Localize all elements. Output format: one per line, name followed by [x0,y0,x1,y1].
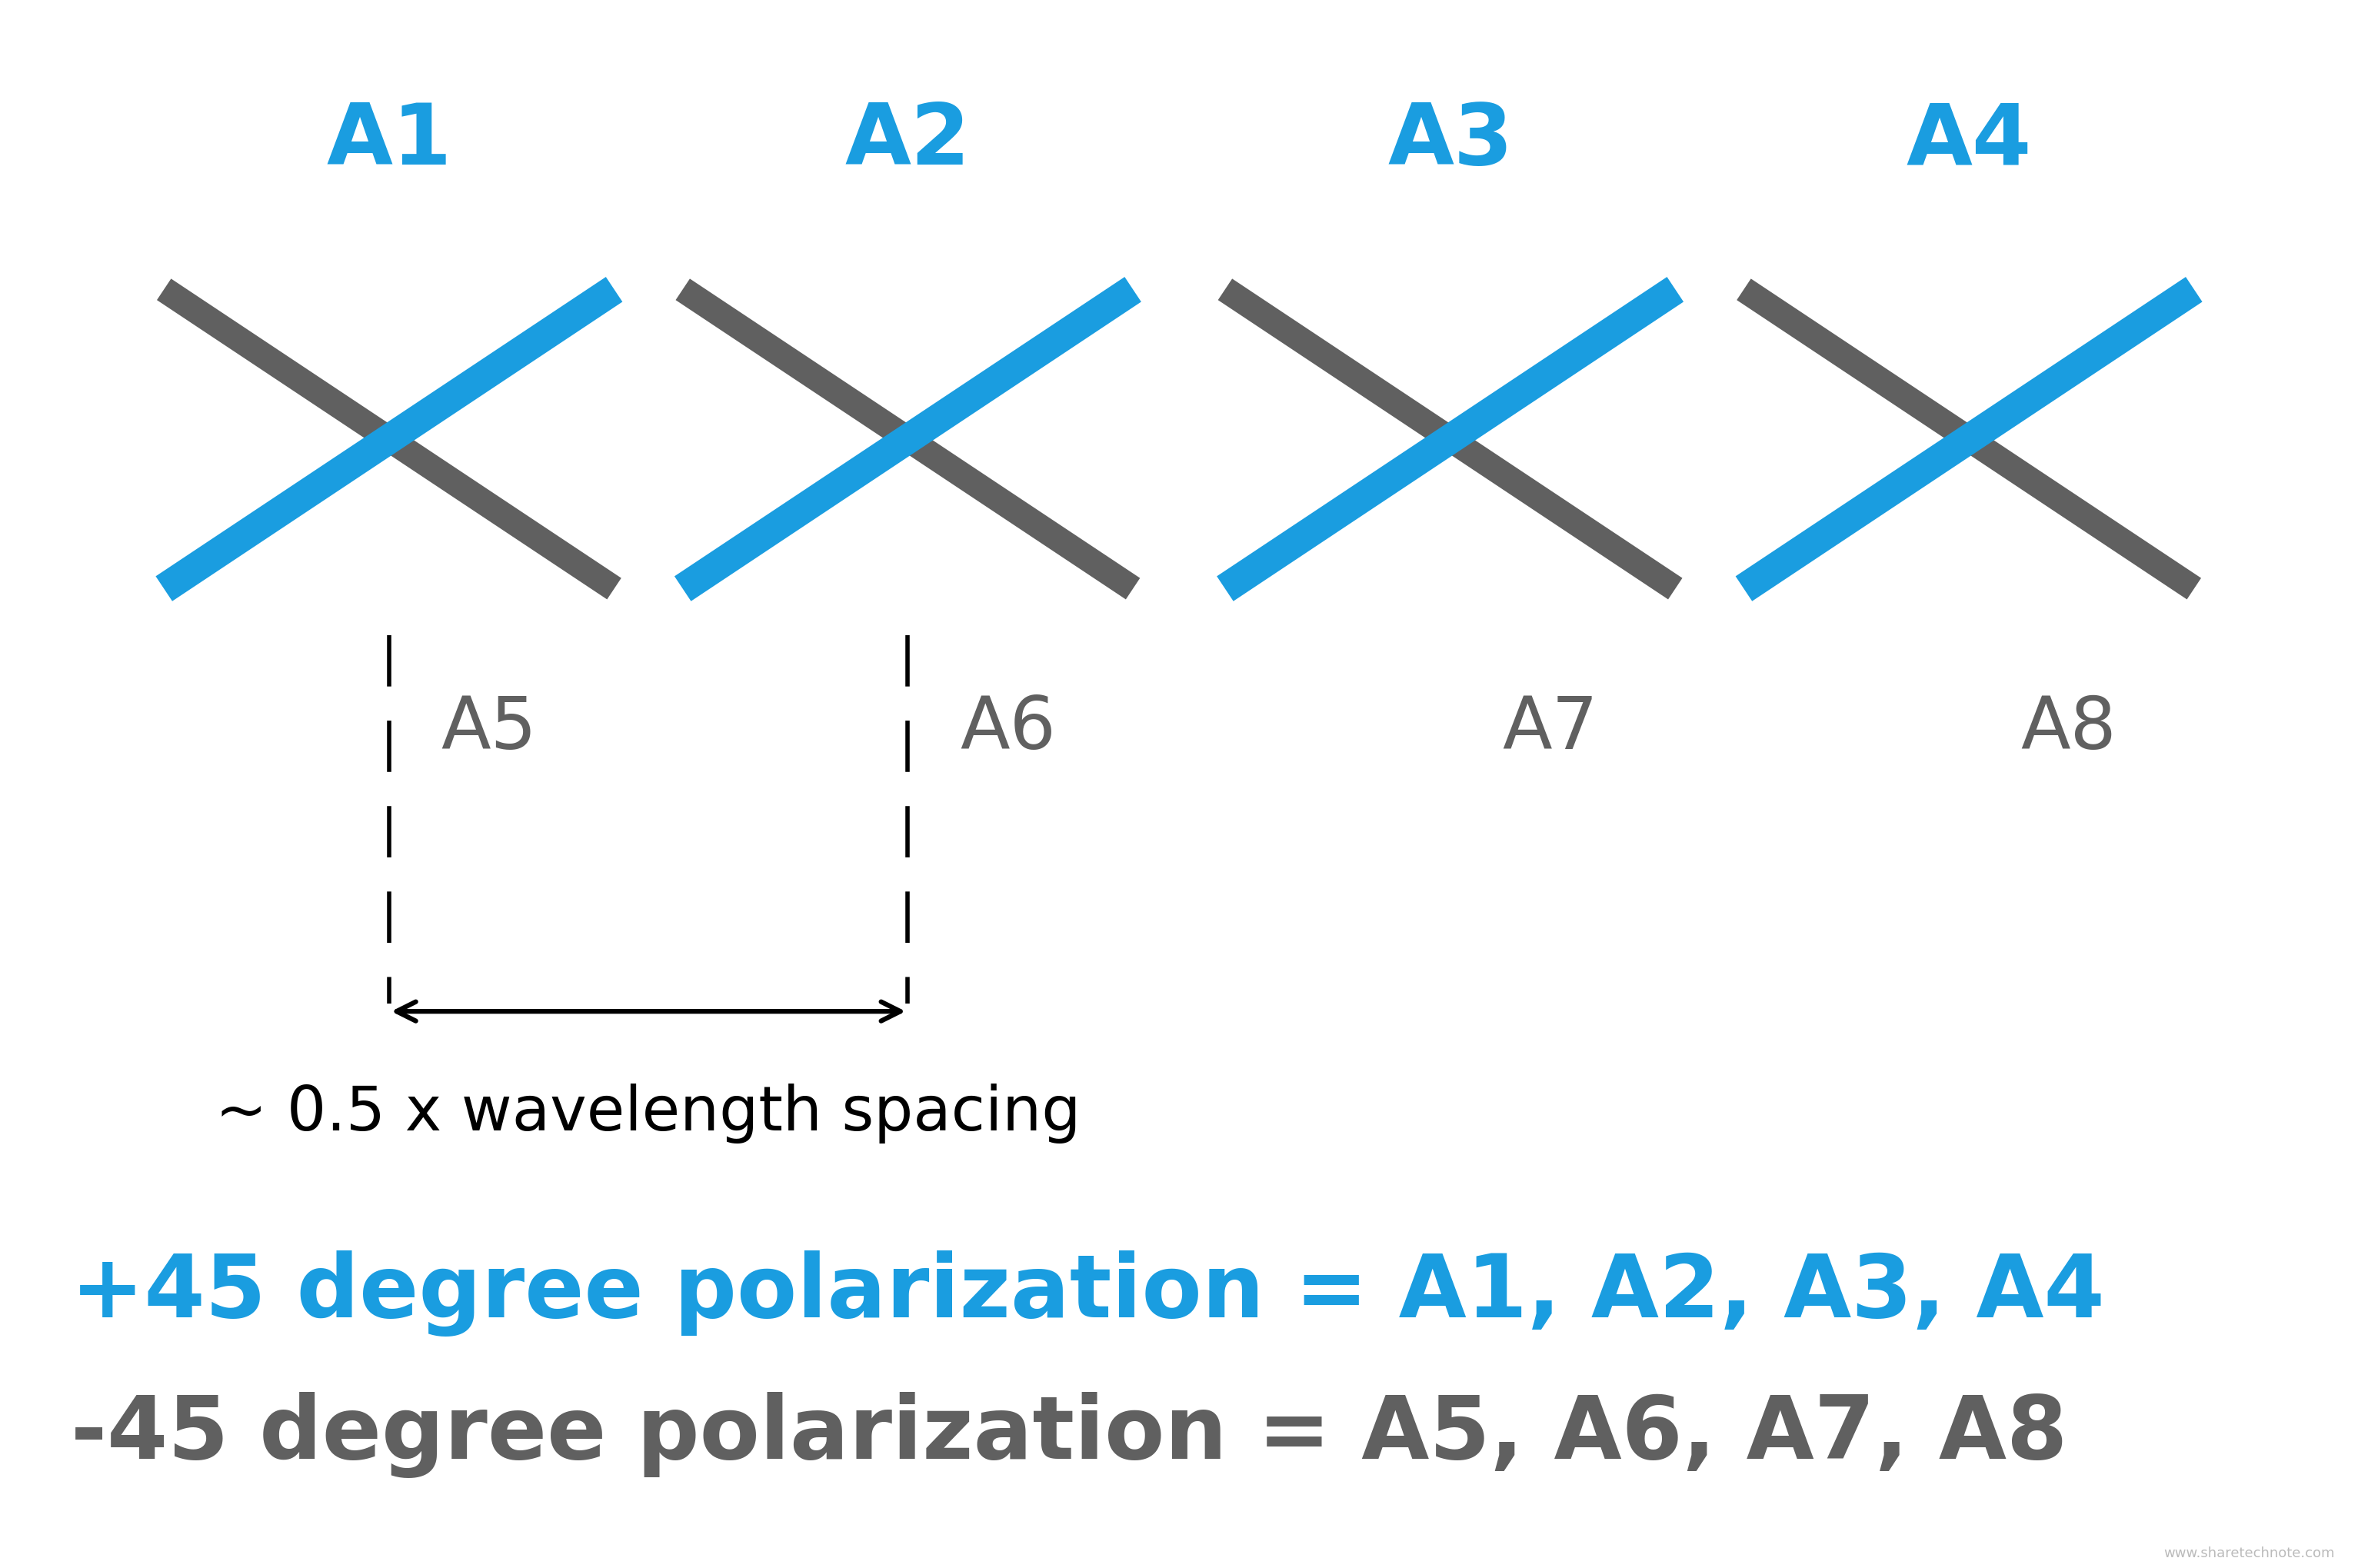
Text: A6: A6 [960,693,1056,765]
Text: ~ 0.5 x wavelength spacing: ~ 0.5 x wavelength spacing [215,1083,1082,1143]
Text: www.sharetechnote.com: www.sharetechnote.com [2162,1546,2334,1560]
Text: A7: A7 [1502,693,1599,765]
Text: A3: A3 [1387,100,1514,182]
Text: +45 degree polarization = A1, A2, A3, A4: +45 degree polarization = A1, A2, A3, A4 [71,1251,2106,1336]
Text: A2: A2 [844,100,971,182]
Text: -45 degree polarization = A5, A6, A7, A8: -45 degree polarization = A5, A6, A7, A8 [71,1392,2068,1477]
Text: A4: A4 [1905,100,2033,182]
Text: A1: A1 [325,100,453,182]
Text: A5: A5 [441,693,538,765]
Text: A8: A8 [2021,693,2117,765]
